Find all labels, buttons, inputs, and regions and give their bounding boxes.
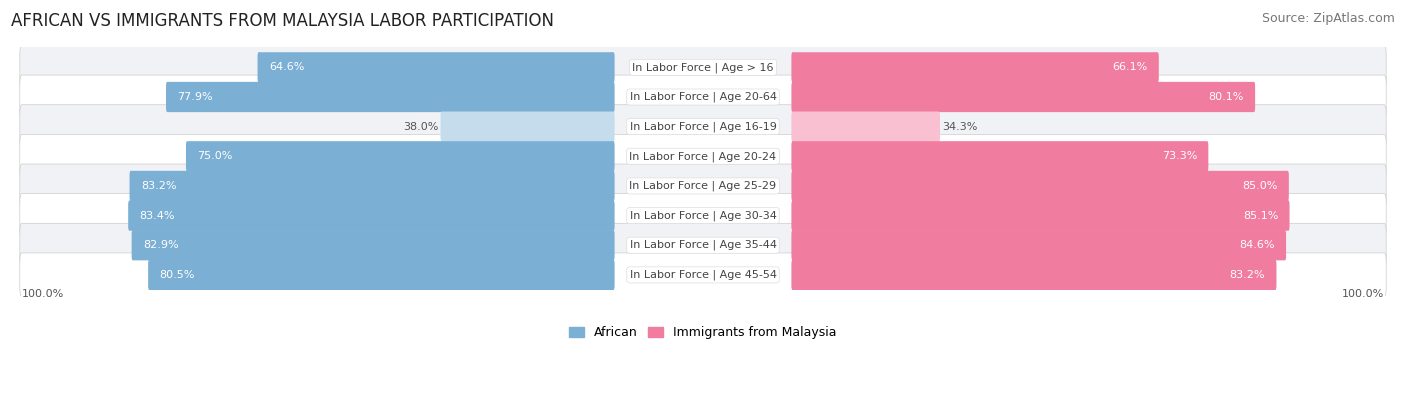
Text: 83.2%: 83.2% [1230, 270, 1265, 280]
Text: 80.1%: 80.1% [1208, 92, 1244, 102]
Text: 66.1%: 66.1% [1112, 62, 1147, 72]
Text: In Labor Force | Age 20-64: In Labor Force | Age 20-64 [630, 92, 776, 102]
FancyBboxPatch shape [792, 111, 941, 142]
Text: 84.6%: 84.6% [1239, 240, 1275, 250]
FancyBboxPatch shape [20, 75, 1386, 119]
FancyBboxPatch shape [20, 134, 1386, 178]
Text: 100.0%: 100.0% [22, 289, 65, 299]
Text: 75.0%: 75.0% [197, 151, 233, 161]
Text: In Labor Force | Age > 16: In Labor Force | Age > 16 [633, 62, 773, 73]
FancyBboxPatch shape [20, 194, 1386, 237]
Text: 77.9%: 77.9% [177, 92, 212, 102]
Text: 100.0%: 100.0% [1341, 289, 1384, 299]
Text: In Labor Force | Age 20-24: In Labor Force | Age 20-24 [630, 151, 776, 162]
Text: 82.9%: 82.9% [143, 240, 179, 250]
Text: 38.0%: 38.0% [402, 122, 439, 132]
FancyBboxPatch shape [792, 260, 1277, 290]
Text: AFRICAN VS IMMIGRANTS FROM MALAYSIA LABOR PARTICIPATION: AFRICAN VS IMMIGRANTS FROM MALAYSIA LABO… [11, 12, 554, 30]
Text: In Labor Force | Age 25-29: In Labor Force | Age 25-29 [630, 181, 776, 191]
Text: 73.3%: 73.3% [1161, 151, 1197, 161]
FancyBboxPatch shape [257, 52, 614, 83]
Text: In Labor Force | Age 45-54: In Labor Force | Age 45-54 [630, 270, 776, 280]
FancyBboxPatch shape [792, 171, 1289, 201]
Text: In Labor Force | Age 16-19: In Labor Force | Age 16-19 [630, 121, 776, 132]
FancyBboxPatch shape [20, 105, 1386, 149]
Text: 80.5%: 80.5% [159, 270, 195, 280]
FancyBboxPatch shape [166, 82, 614, 112]
Legend: African, Immigrants from Malaysia: African, Immigrants from Malaysia [564, 321, 842, 344]
FancyBboxPatch shape [186, 141, 614, 171]
Text: 85.1%: 85.1% [1243, 211, 1278, 220]
FancyBboxPatch shape [132, 230, 614, 260]
Text: 85.0%: 85.0% [1241, 181, 1278, 191]
Text: Source: ZipAtlas.com: Source: ZipAtlas.com [1261, 12, 1395, 25]
FancyBboxPatch shape [792, 52, 1159, 83]
FancyBboxPatch shape [792, 141, 1208, 171]
FancyBboxPatch shape [20, 253, 1386, 297]
FancyBboxPatch shape [440, 111, 614, 142]
Text: In Labor Force | Age 30-34: In Labor Force | Age 30-34 [630, 211, 776, 221]
Text: 64.6%: 64.6% [269, 62, 304, 72]
FancyBboxPatch shape [20, 164, 1386, 208]
FancyBboxPatch shape [20, 45, 1386, 89]
FancyBboxPatch shape [129, 171, 614, 201]
FancyBboxPatch shape [792, 230, 1286, 260]
FancyBboxPatch shape [148, 260, 614, 290]
Text: 34.3%: 34.3% [942, 122, 977, 132]
Text: 83.4%: 83.4% [139, 211, 174, 220]
FancyBboxPatch shape [792, 201, 1289, 231]
FancyBboxPatch shape [792, 82, 1256, 112]
FancyBboxPatch shape [20, 223, 1386, 267]
Text: In Labor Force | Age 35-44: In Labor Force | Age 35-44 [630, 240, 776, 250]
Text: 83.2%: 83.2% [141, 181, 176, 191]
FancyBboxPatch shape [128, 201, 614, 231]
